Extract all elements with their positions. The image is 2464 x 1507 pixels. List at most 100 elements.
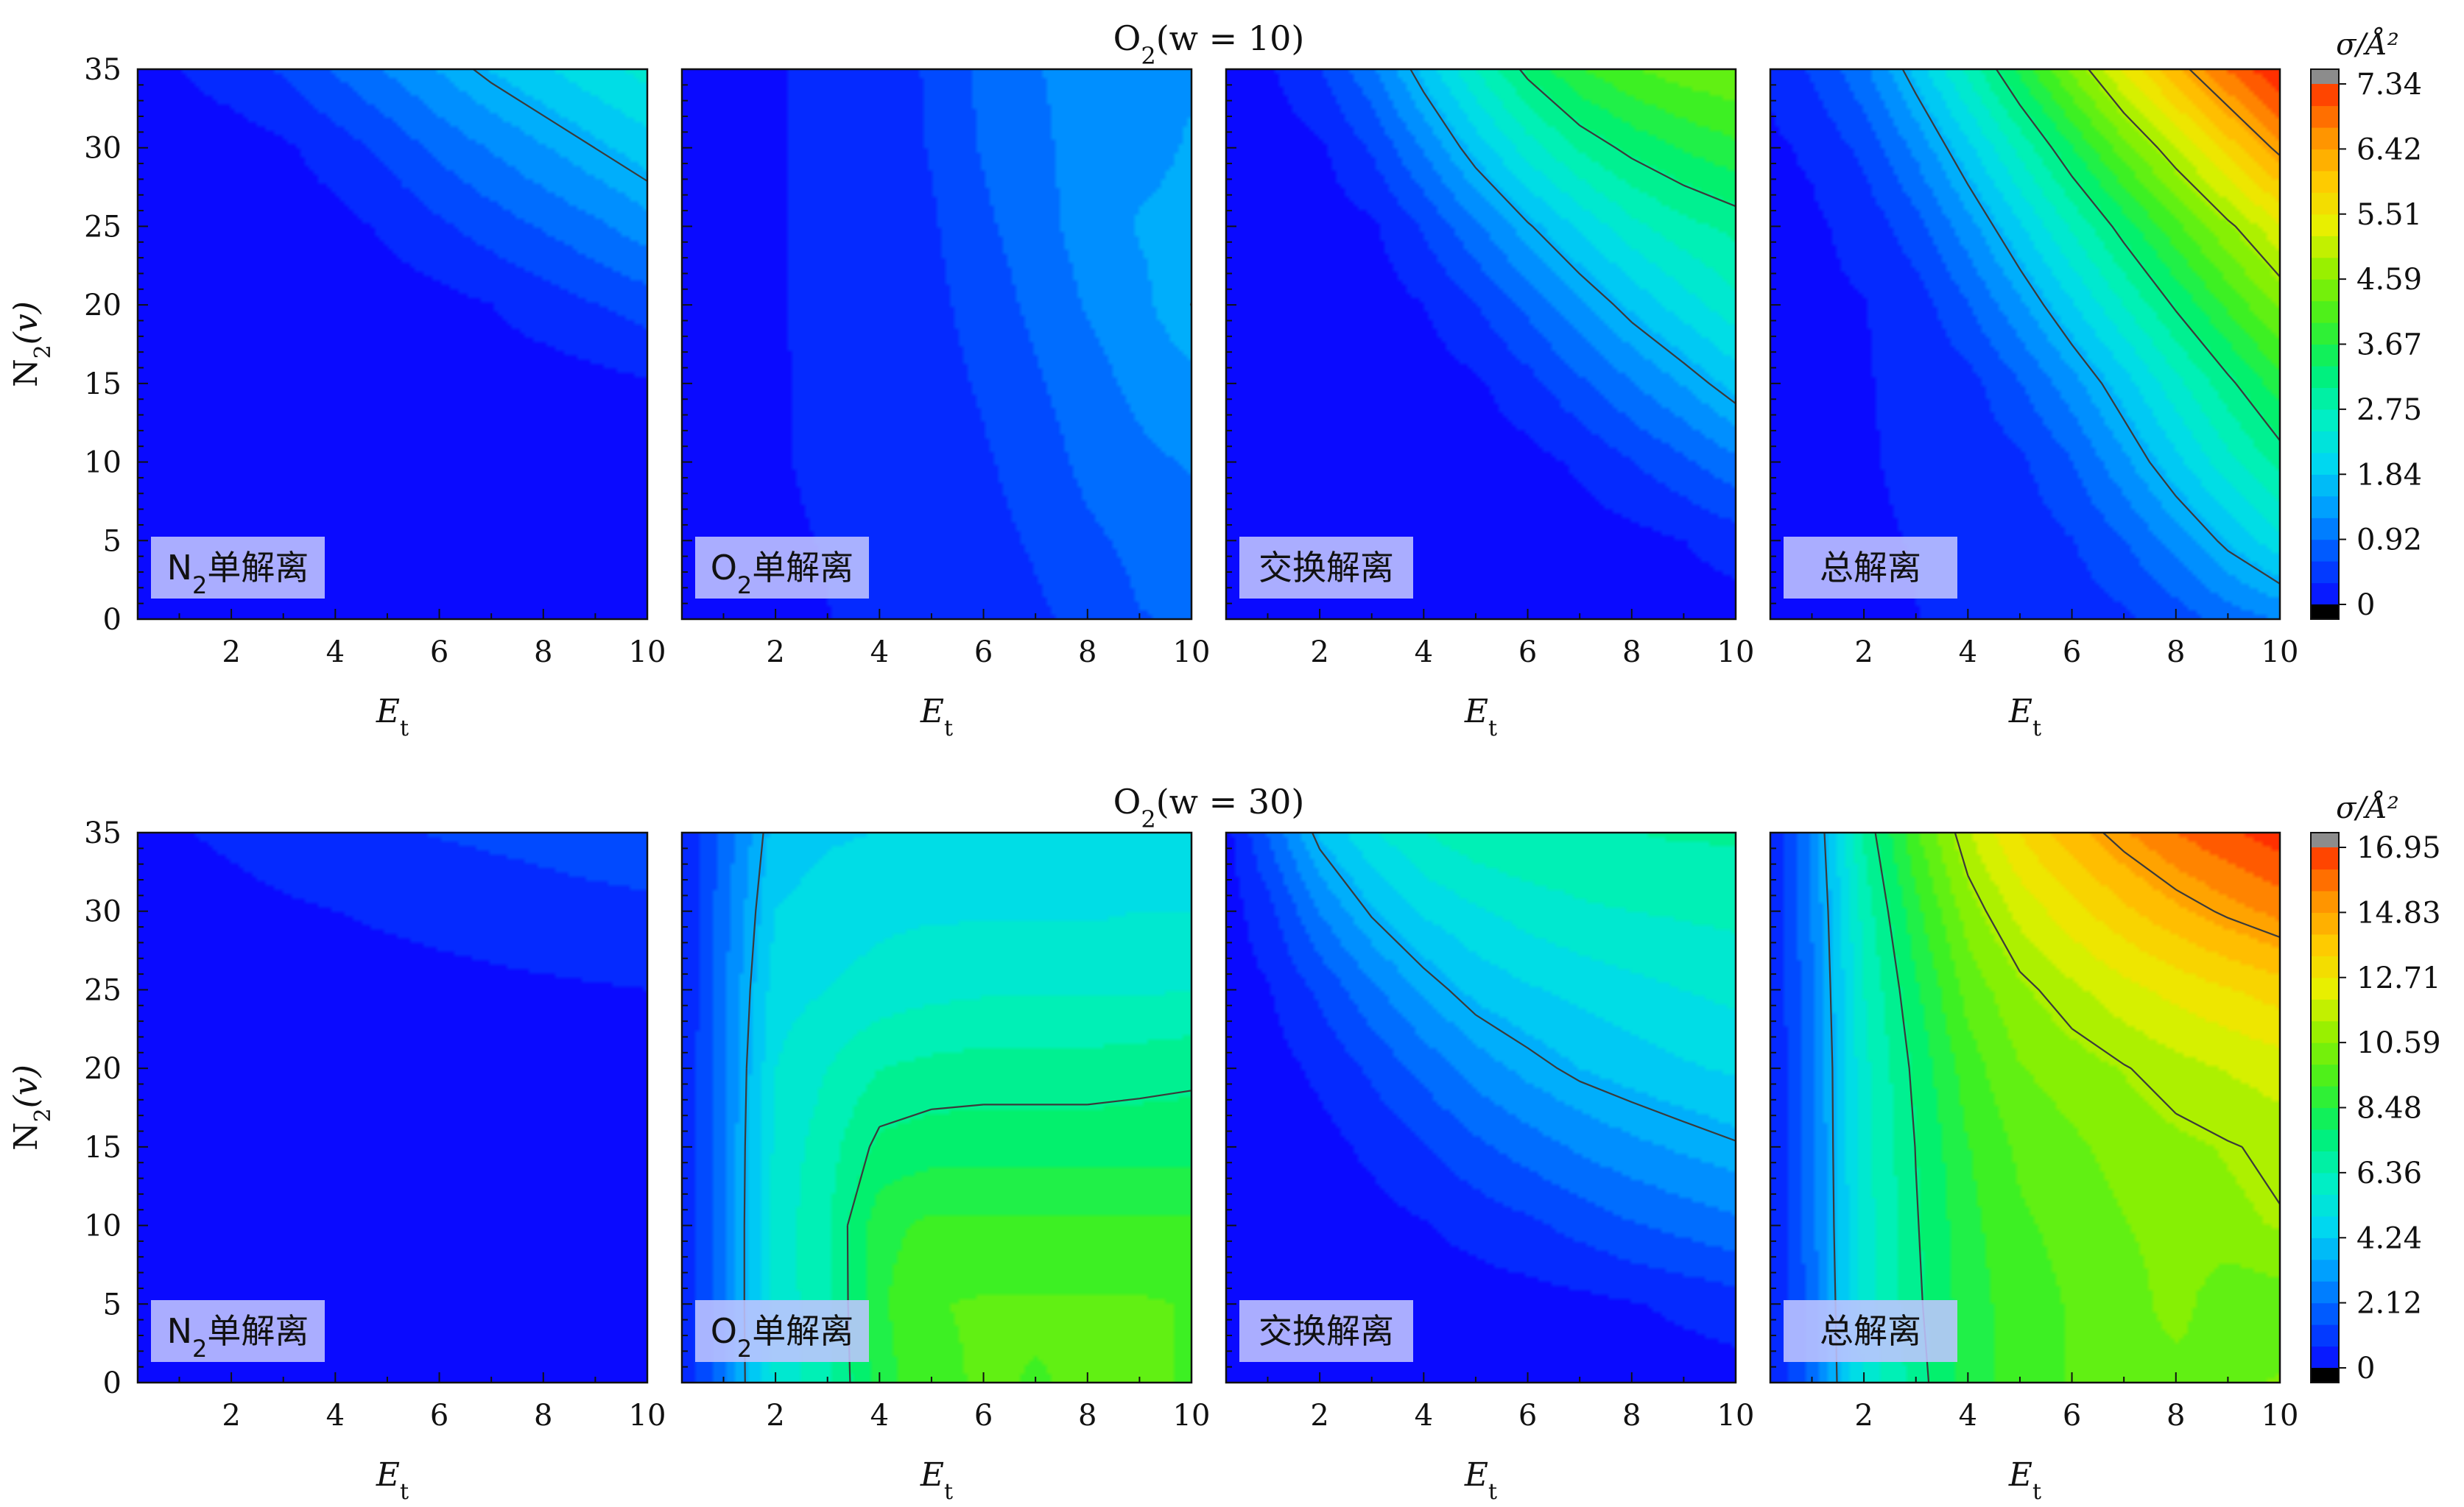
- colorbar: 0 0.92 1.84 2.75 3.67 4.59 5.51 6.42 7.34 σ/Å²: [2310, 27, 2422, 622]
- row-title: O2(w = 30): [1113, 782, 1305, 833]
- x-axis-title: Et: [1464, 693, 1497, 741]
- colorbar-segment: [2311, 847, 2339, 870]
- contour-line: [472, 68, 648, 182]
- panel-label: 交换解离: [1259, 548, 1394, 587]
- colorbar-tick-label: 6.42: [2356, 133, 2422, 166]
- x-tick-label: 8: [534, 635, 552, 669]
- panel-2-3: 2 4 6 8 10 Et 交换解离: [1225, 831, 1755, 1505]
- contour-line: [2088, 68, 2281, 278]
- x-tick-label: 4: [1959, 1399, 1977, 1433]
- y-tick-label: 5: [103, 1288, 122, 1321]
- colorbar-under-cap: [2311, 604, 2339, 619]
- colorbar-segment: [2311, 344, 2339, 367]
- x-tick-label: 2: [1310, 635, 1328, 669]
- colorbar-segment: [2311, 1302, 2339, 1325]
- x-tick-label: 10: [629, 635, 666, 669]
- colorbar-segment: [2311, 1324, 2339, 1347]
- colorbar-segment: [2311, 257, 2339, 280]
- contour-line: [1954, 832, 2281, 1205]
- colorbar-tick-label: 4.59: [2356, 263, 2422, 297]
- y-tick-label: 0: [103, 603, 122, 637]
- panel-label-box: [151, 537, 325, 599]
- panel-label: 总解离: [1820, 548, 1921, 587]
- colorbar-segment: [2311, 105, 2339, 128]
- y-tick-label: 15: [84, 367, 122, 401]
- heatmap-surface: [1226, 69, 1736, 619]
- x-tick-label: 6: [2063, 635, 2081, 669]
- contour-line: [1901, 68, 2281, 585]
- panel-label-box: [1784, 1300, 1957, 1362]
- panel-label-box: [151, 1300, 325, 1362]
- y-tick-label: 20: [84, 1052, 122, 1086]
- x-tick-label: 8: [2166, 635, 2185, 669]
- heatmap-surface: [1226, 833, 1736, 1383]
- panel-label-box: [1239, 1300, 1413, 1362]
- heatmap-surface: [682, 69, 1191, 619]
- colorbar-segment: [2311, 279, 2339, 302]
- colorbar-segment: [2311, 213, 2339, 236]
- y-tick-label: 10: [84, 446, 122, 480]
- x-axis-title: Et: [1464, 1456, 1497, 1505]
- panel-1-3: 2 4 6 8 10 Et 交换解离: [1225, 68, 1754, 741]
- panel-label: N2单解离: [167, 548, 309, 599]
- x-tick-label: 2: [1854, 635, 1873, 669]
- colorbar-tick-label: 0: [2356, 588, 2375, 622]
- x-tick-label: 8: [1622, 1399, 1641, 1433]
- colorbar: 0 2.12 4.24 6.36 8.48 10.59 12.71 14.83 16.95 σ/Å…: [2310, 791, 2441, 1386]
- panel-frame: [136, 831, 649, 1384]
- heatmap-surface: [682, 833, 1191, 1383]
- x-tick-label: 10: [1173, 635, 1211, 669]
- colorbar-tick-label: 3.67: [2356, 328, 2422, 362]
- colorbar-segment: [2311, 1064, 2339, 1087]
- colorbar-segment: [2311, 518, 2339, 540]
- contour-line: [1409, 68, 1736, 404]
- x-tick-label: 6: [430, 1399, 448, 1433]
- colorbar-over-cap: [2311, 69, 2339, 84]
- x-tick-label: 6: [430, 635, 448, 669]
- x-tick-label: 4: [1415, 635, 1433, 669]
- colorbar-segment: [2311, 1346, 2339, 1369]
- x-tick-label: 10: [1717, 635, 1755, 669]
- y-ticks: [1226, 68, 1236, 620]
- x-axis-title: Et: [920, 1456, 953, 1505]
- x-ticks: 2 4 6 8 10: [722, 609, 1211, 669]
- panel-label: O2单解离: [711, 1311, 854, 1363]
- x-ticks: 2 4 6 8 10: [1267, 609, 1754, 669]
- y-tick-label: 10: [84, 1210, 122, 1243]
- row-title: O2(w = 10): [1113, 18, 1305, 70]
- x-tick-label: 10: [1717, 1399, 1755, 1433]
- heatmap-surface: [138, 833, 647, 1383]
- x-tick-label: 2: [766, 1399, 784, 1433]
- y-tick-label: 25: [84, 973, 122, 1007]
- contour-lines: [1409, 68, 1736, 404]
- x-tick-label: 10: [629, 1399, 666, 1433]
- colorbar-segment: [2311, 1281, 2339, 1304]
- colorbar-tick-label: 4.24: [2356, 1221, 2422, 1255]
- colorbar-segment: [2311, 934, 2339, 956]
- colorbar-title: σ/Å²: [2336, 791, 2399, 825]
- x-axis-title: Et: [2008, 1456, 2041, 1505]
- colorbar-segment: [2311, 999, 2339, 1022]
- colorbar-tick-label: 14.83: [2356, 896, 2441, 930]
- colorbar-segment: [2311, 1194, 2339, 1217]
- x-tick-label: 4: [326, 635, 345, 669]
- y-ticks: 0 5 10 15 20 25 30 35: [84, 53, 148, 637]
- x-tick-label: 4: [1415, 1399, 1433, 1433]
- colorbar-segment: [2311, 495, 2339, 518]
- x-tick-label: 8: [534, 1399, 552, 1433]
- contour-line: [2102, 832, 2281, 939]
- contour-line: [1995, 68, 2281, 442]
- colorbar-tick-label: 16.95: [2356, 831, 2441, 865]
- colorbar-segment: [2311, 1086, 2339, 1109]
- colorbar-segment: [2311, 149, 2339, 172]
- colorbar-segment: [2311, 1172, 2339, 1195]
- x-tick-label: 8: [1078, 1399, 1097, 1433]
- colorbar-tick-label: 6.36: [2356, 1157, 2422, 1190]
- y-axis-title: N2(v): [7, 301, 56, 387]
- colorbar-segment: [2311, 1238, 2339, 1260]
- x-axis-title: Et: [376, 693, 409, 741]
- x-tick-label: 4: [870, 1399, 889, 1433]
- y-tick-label: 0: [103, 1366, 122, 1400]
- panel-label: O2单解离: [711, 548, 854, 599]
- colorbar-over-cap: [2311, 833, 2339, 847]
